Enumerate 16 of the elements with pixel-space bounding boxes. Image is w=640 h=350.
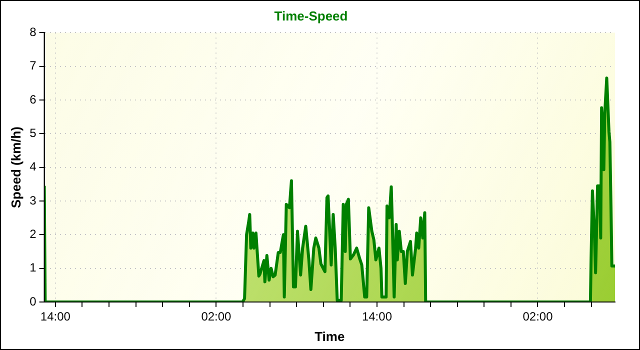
y-tick-label: 7 [30, 58, 37, 73]
x-tick-label: 02:00 [201, 310, 232, 324]
y-tick-label: 8 [30, 24, 37, 39]
y-axis-title: Speed (km/h) [8, 126, 24, 208]
x-tick-label: 14:00 [362, 310, 392, 324]
x-axis-title: Time [314, 328, 345, 344]
y-tick-label: 6 [30, 92, 37, 106]
x-tick-label: 14:00 [40, 310, 71, 324]
y-tick-label: 2 [30, 226, 37, 241]
y-tick-label: 3 [30, 193, 37, 208]
y-tick-label: 0 [30, 294, 37, 308]
chart-title: Time-Speed [274, 8, 348, 24]
y-tick-label: 4 [30, 160, 37, 174]
y-tick-label: 1 [30, 260, 37, 275]
x-tick-label: 02:00 [522, 310, 554, 324]
y-tick-label: 5 [30, 126, 37, 140]
